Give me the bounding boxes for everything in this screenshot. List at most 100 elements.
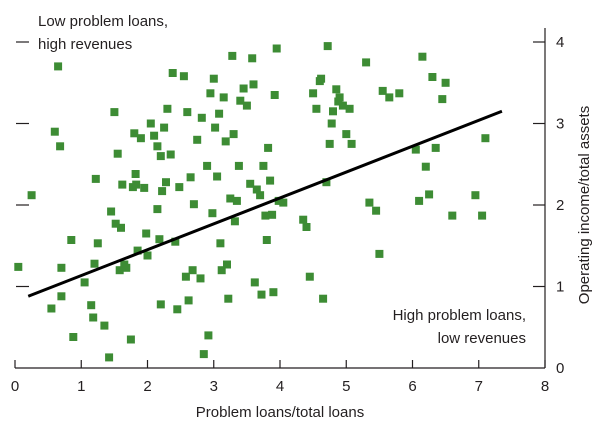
data-point xyxy=(365,198,374,207)
data-point xyxy=(362,58,371,67)
data-point xyxy=(166,150,175,159)
y-tick-label: 1 xyxy=(556,279,564,296)
data-point xyxy=(156,152,165,161)
right-axis-ticks: 0 1 2 3 4 xyxy=(533,34,564,377)
data-point xyxy=(57,292,66,301)
annotation-bottom-right-line-1: High problem loans, xyxy=(393,307,526,324)
data-point xyxy=(213,172,222,181)
data-point xyxy=(133,246,142,255)
data-point xyxy=(153,142,162,151)
data-point xyxy=(329,107,337,116)
data-point xyxy=(249,80,258,89)
data-point xyxy=(224,294,233,303)
data-point xyxy=(14,262,23,271)
data-point xyxy=(230,217,239,226)
data-point xyxy=(50,127,59,136)
data-point xyxy=(264,143,273,152)
data-point xyxy=(327,119,336,128)
data-point xyxy=(196,274,205,283)
x-tick-label: 2 xyxy=(143,378,151,395)
x-tick-label: 0 xyxy=(11,378,19,395)
data-point xyxy=(221,137,230,146)
data-point xyxy=(234,161,243,170)
data-point xyxy=(105,353,114,362)
data-point xyxy=(274,196,283,205)
data-point xyxy=(140,183,149,192)
data-point xyxy=(347,139,356,148)
data-point xyxy=(89,313,98,322)
data-point xyxy=(232,196,241,205)
data-point xyxy=(204,331,213,340)
y-axis-title: Operating income/total assets xyxy=(576,106,593,304)
data-point xyxy=(146,119,155,128)
data-point xyxy=(425,190,434,199)
x-tick-label: 4 xyxy=(276,378,284,395)
data-point xyxy=(345,104,354,113)
data-point xyxy=(219,93,228,102)
data-point xyxy=(428,73,437,81)
data-point xyxy=(54,62,63,71)
data-point xyxy=(155,235,164,244)
data-point xyxy=(132,180,141,189)
data-point xyxy=(111,219,120,228)
data-point xyxy=(385,93,394,102)
data-point xyxy=(246,179,255,188)
data-point xyxy=(179,72,188,81)
data-point xyxy=(226,194,235,203)
data-point xyxy=(110,108,119,117)
data-point xyxy=(186,173,195,182)
x-tick-label: 8 xyxy=(541,378,549,395)
data-point xyxy=(322,178,331,187)
data-point xyxy=(183,108,192,117)
data-points xyxy=(14,42,490,362)
data-point xyxy=(142,229,151,238)
data-point xyxy=(317,74,326,83)
data-point xyxy=(415,196,424,205)
data-point xyxy=(122,263,131,272)
data-point xyxy=(250,278,259,287)
data-point xyxy=(87,301,96,310)
data-point xyxy=(323,42,332,51)
x-axis-ticks: 0 1 2 3 4 5 6 7 8 xyxy=(11,360,549,395)
data-point xyxy=(131,170,140,178)
data-point xyxy=(215,109,224,118)
data-point xyxy=(448,211,457,220)
data-point xyxy=(150,131,159,140)
data-point xyxy=(118,180,127,189)
data-point xyxy=(481,134,490,143)
data-point xyxy=(117,223,125,232)
data-point xyxy=(259,161,268,170)
data-point xyxy=(181,272,190,281)
data-point xyxy=(208,209,217,218)
x-tick-label: 6 xyxy=(408,378,416,395)
data-point xyxy=(256,191,265,200)
data-point xyxy=(338,101,347,110)
data-point xyxy=(418,52,427,61)
data-point xyxy=(269,288,278,297)
data-point xyxy=(189,200,198,209)
data-point xyxy=(261,211,270,220)
data-point xyxy=(80,278,89,287)
data-point xyxy=(27,191,36,200)
data-point xyxy=(309,89,318,98)
axes: 0 1 2 3 4 5 6 7 8 0 1 2 3 4 xyxy=(11,28,564,395)
y-tick-label: 4 xyxy=(556,34,564,51)
data-point xyxy=(206,89,215,98)
data-point xyxy=(199,350,208,359)
y-tick-label: 0 xyxy=(556,360,564,377)
y-tick-label: 2 xyxy=(556,197,564,214)
data-point xyxy=(378,86,387,95)
data-point xyxy=(332,85,341,94)
data-point xyxy=(156,300,165,309)
data-point xyxy=(160,123,169,132)
data-point xyxy=(100,321,109,330)
data-point xyxy=(272,44,281,53)
data-point xyxy=(203,161,212,170)
data-point xyxy=(375,249,384,258)
data-point xyxy=(411,145,420,154)
data-point xyxy=(236,96,245,105)
data-point xyxy=(262,236,271,244)
data-point xyxy=(305,272,314,281)
data-point xyxy=(93,239,102,248)
